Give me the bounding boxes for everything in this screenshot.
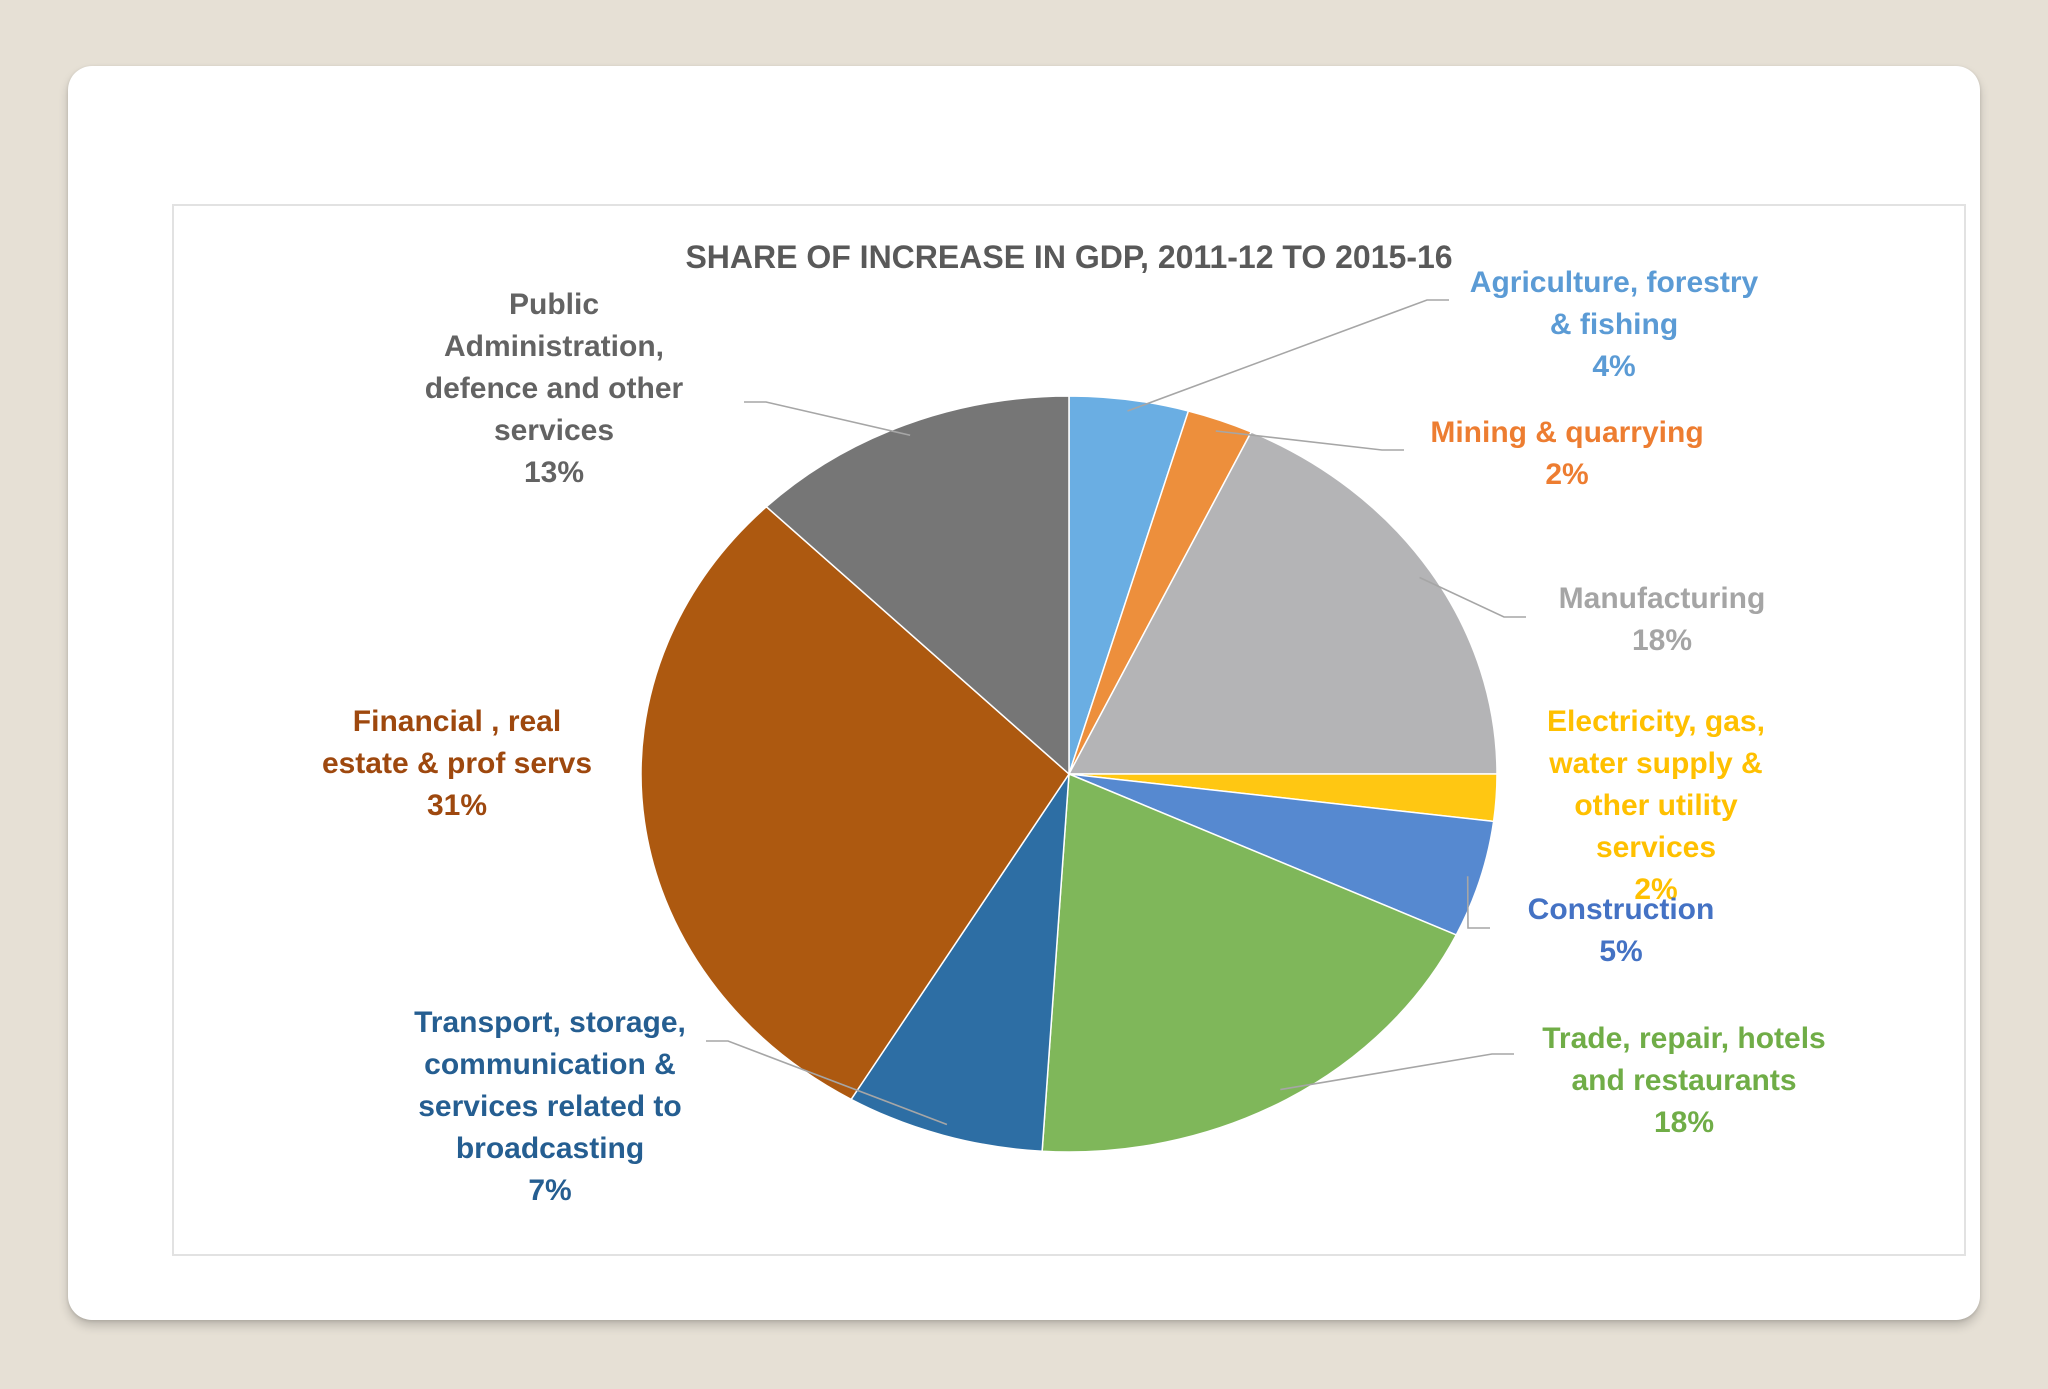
leader-line-manufacturing — [1419, 576, 1526, 618]
data-labels: Agriculture, forestry & fishing 4% Mining &… — [322, 266, 1826, 1207]
chart-title: SHARE OF INCREASE IN GDP, 2011-12 TO 201… — [685, 239, 1452, 275]
pie-slice-public-administration-defence-and-other-services — [765, 395, 1070, 776]
data-label-agriculture-forestry-fishing: Agriculture, forestry & fishing 4% — [1470, 266, 1759, 383]
data-label-trade-repair-hotels-and-restaurants: Trade, repair, hotels and restaurants 18% — [1542, 1022, 1825, 1139]
pie-slices — [640, 395, 1498, 1153]
data-label-electricity-gas-water-supply-other-utility-services: Electricity, gas, water supply & other uti… — [1547, 705, 1765, 906]
pie-chart: SHARE OF INCREASE IN GDP, 2011-12 TO 201… — [322, 239, 1826, 1207]
data-label-manufacturing: Manufacturing 18% — [1559, 582, 1766, 657]
data-label-mining-quarrying: Mining & quarrying 2% — [1430, 416, 1703, 491]
leader-line-construction — [1466, 876, 1490, 929]
data-label-public-administration-defence-and-other-services: Public Administration, defence and other se… — [425, 288, 684, 489]
data-label-financial-real-estate-prof-servs: Financial , real estate & prof servs 31% — [322, 705, 592, 822]
pie-slice-trade-repair-hotels-and-restaurants — [1041, 772, 1458, 1153]
leader-line-public-administration-defence-and-other-services — [744, 401, 911, 437]
leader-line-agriculture-forestry-fishing — [1127, 299, 1449, 412]
pie-slice-manufacturing — [1067, 431, 1498, 775]
slide-card: SHARE OF INCREASE IN GDP, 2011-12 TO 201… — [68, 66, 1980, 1320]
data-label-transport-storage-communication-services-related-to-broadcasting: Transport, storage, communication & servic… — [414, 1006, 686, 1207]
pie-slice-financial-real-estate-prof-servs — [640, 505, 1070, 1101]
leader-line-trade-repair-hotels-and-restaurants — [1280, 1053, 1514, 1091]
leader-line-mining-quarrying — [1215, 430, 1404, 451]
leader-line-transport-storage-communication-services-related-to-broadcasting — [706, 1040, 948, 1126]
data-label-construction: Construction 5% — [1528, 893, 1715, 968]
chart-frame: SHARE OF INCREASE IN GDP, 2011-12 TO 201… — [172, 204, 1966, 1256]
leader-lines — [706, 299, 1526, 1126]
pie-slice-transport-storage-communication-services-related-to-broadcasting — [850, 771, 1070, 1153]
